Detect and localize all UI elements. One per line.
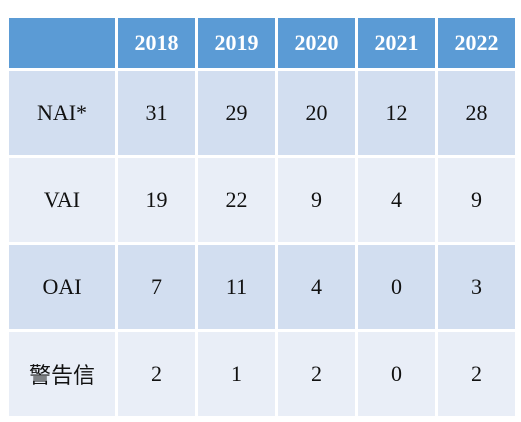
table-cell: 22 [195, 155, 278, 245]
data-table: 2018 2019 2020 2021 2022 NAI* 31 29 20 1… [6, 15, 518, 419]
table-cell: 29 [195, 68, 278, 158]
header-corner-cell [6, 15, 118, 71]
table-cell: 4 [275, 242, 358, 332]
table-cell: 2 [275, 329, 358, 419]
row-label-cell: 警告信 [6, 329, 118, 419]
table-cell: 12 [355, 68, 438, 158]
table-cell: 20 [275, 68, 358, 158]
table-cell: 0 [355, 329, 438, 419]
table-cell: 9 [435, 155, 518, 245]
table-row: 警告信 2 1 2 0 2 [6, 329, 518, 419]
table-row: NAI* 31 29 20 12 28 [6, 68, 518, 158]
header-cell-2022: 2022 [435, 15, 518, 71]
table-cell: 4 [355, 155, 438, 245]
header-row: 2018 2019 2020 2021 2022 [6, 15, 518, 71]
header-cell-2020: 2020 [275, 15, 358, 71]
table-cell: 0 [355, 242, 438, 332]
header-cell-2021: 2021 [355, 15, 438, 71]
table-cell: 19 [115, 155, 198, 245]
row-label-cell: VAI [6, 155, 118, 245]
table-cell: 2 [435, 329, 518, 419]
header-cell-2018: 2018 [115, 15, 198, 71]
table-cell: 3 [435, 242, 518, 332]
table-row: VAI 19 22 9 4 9 [6, 155, 518, 245]
table-row: OAI 7 11 4 0 3 [6, 242, 518, 332]
table-cell: 11 [195, 242, 278, 332]
table-cell: 28 [435, 68, 518, 158]
table-cell: 7 [115, 242, 198, 332]
table-cell: 31 [115, 68, 198, 158]
table-cell: 1 [195, 329, 278, 419]
row-label-cell: OAI [6, 242, 118, 332]
table-cell: 9 [275, 155, 358, 245]
table-cell: 2 [115, 329, 198, 419]
row-label-cell: NAI* [6, 68, 118, 158]
header-cell-2019: 2019 [195, 15, 278, 71]
data-table-container: 2018 2019 2020 2021 2022 NAI* 31 29 20 1… [6, 15, 518, 419]
